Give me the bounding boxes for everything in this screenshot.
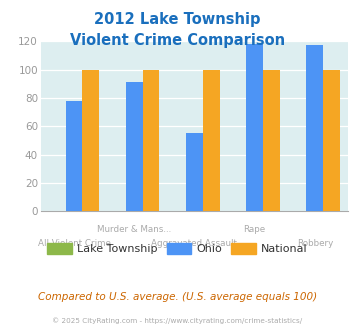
Text: Robbery: Robbery [297, 239, 333, 248]
Text: Compared to U.S. average. (U.S. average equals 100): Compared to U.S. average. (U.S. average … [38, 292, 317, 302]
Text: All Violent Crime: All Violent Crime [38, 239, 110, 248]
Text: 2012 Lake Township: 2012 Lake Township [94, 12, 261, 26]
Bar [126, 82, 143, 211]
Text: © 2025 CityRating.com - https://www.cityrating.com/crime-statistics/: © 2025 CityRating.com - https://www.city… [53, 317, 302, 324]
Legend: Lake Township, Ohio, National: Lake Township, Ohio, National [43, 239, 312, 258]
Text: Aggravated Assault: Aggravated Assault [152, 239, 237, 248]
Bar [306, 46, 323, 211]
Text: Murder & Mans...: Murder & Mans... [97, 225, 171, 234]
Text: Violent Crime Comparison: Violent Crime Comparison [70, 33, 285, 48]
Bar [263, 70, 280, 211]
Bar [66, 101, 82, 211]
Bar [186, 133, 203, 211]
Bar [203, 70, 220, 211]
Text: Rape: Rape [244, 225, 266, 234]
Bar [323, 70, 340, 211]
Bar [143, 70, 159, 211]
Bar [246, 44, 263, 211]
Bar [82, 70, 99, 211]
